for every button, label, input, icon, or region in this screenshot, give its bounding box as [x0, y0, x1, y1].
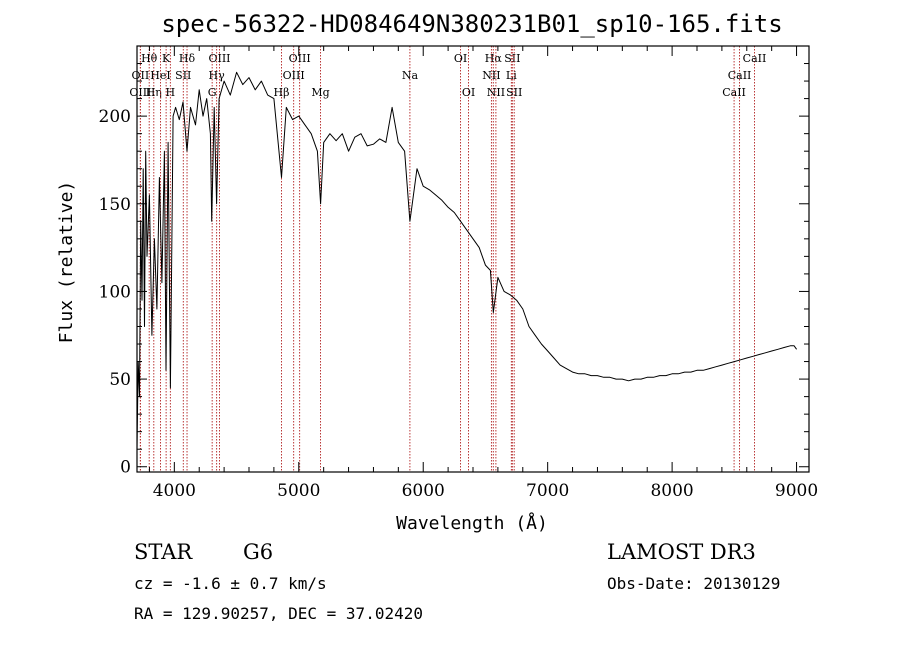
line-label-12: OIII [289, 52, 311, 65]
line-label-14: Hβ [274, 86, 290, 99]
line-label-21: NII [482, 69, 500, 82]
survey-name: LAMOST DR3 [607, 540, 756, 564]
line-label-8: SII [175, 69, 191, 82]
line-label-1: OII [132, 69, 150, 82]
line-label-0: Hθ [141, 52, 158, 65]
redshift-value: cz = -1.6 ± 0.7 km/s [134, 574, 327, 593]
y-tick-label-3: 150 [99, 195, 131, 215]
line-label-25: CaII [743, 52, 767, 65]
x-tick-label-1: 5000 [277, 481, 320, 501]
y-axis-label: Flux (relative) [56, 181, 77, 344]
spectrum-line [136, 71, 798, 450]
line-label-23: NII [487, 86, 505, 99]
y-tick-label-0: 0 [120, 458, 131, 478]
line-label-20: SII [504, 52, 520, 65]
line-label-17: OI [454, 52, 467, 65]
obs-date: Obs-Date: 20130129 [607, 574, 781, 593]
object-class: STAR [134, 540, 193, 564]
spectrum-series [136, 71, 798, 450]
line-label-15: Mg [311, 86, 329, 99]
x-tick-label-5: 9000 [775, 481, 818, 501]
line-label-26: CaII [728, 69, 752, 82]
line-label-18: OI [462, 86, 475, 99]
line-label-22: Li [506, 69, 517, 82]
y-tick-label-2: 100 [99, 282, 131, 302]
line-label-27: CaII [722, 86, 746, 99]
coordinates: RA = 129.90257, DEC = 37.02420 [134, 604, 423, 623]
y-tick-label-4: 200 [99, 107, 131, 127]
line-label-13: OIII [283, 69, 305, 82]
x-tick-label-2: 6000 [402, 481, 445, 501]
line-label-19: Hα [485, 52, 503, 65]
line-label-11: G [208, 86, 217, 99]
line-label-24: SII [506, 86, 522, 99]
plot-frame [136, 45, 810, 473]
line-label-7: Hδ [179, 52, 196, 65]
line-label-6: H [166, 86, 176, 99]
chart-title: spec-56322-HD084649N380231B01_sp10-165.f… [161, 10, 782, 38]
line-label-3: Hη [146, 86, 162, 99]
y-tick-label-1: 50 [109, 370, 131, 390]
x-axis-label: Wavelength (Å) [396, 512, 548, 534]
x-tick-label-4: 8000 [650, 481, 693, 501]
line-label-2: OIII [129, 86, 151, 99]
line-label-4: HeI [150, 69, 170, 82]
line-label-9: OIII [208, 52, 230, 65]
x-tick-label-3: 7000 [526, 481, 569, 501]
line-label-16: Na [402, 69, 419, 82]
line-label-10: Hγ [209, 69, 226, 82]
x-tick-label-0: 4000 [153, 481, 196, 501]
object-subclass: G6 [243, 540, 274, 564]
axis-ticks: 4000 5000 6000 7000 8000 9000 0 50 100 150 200 [99, 46, 818, 501]
line-label-5: K [162, 52, 171, 65]
